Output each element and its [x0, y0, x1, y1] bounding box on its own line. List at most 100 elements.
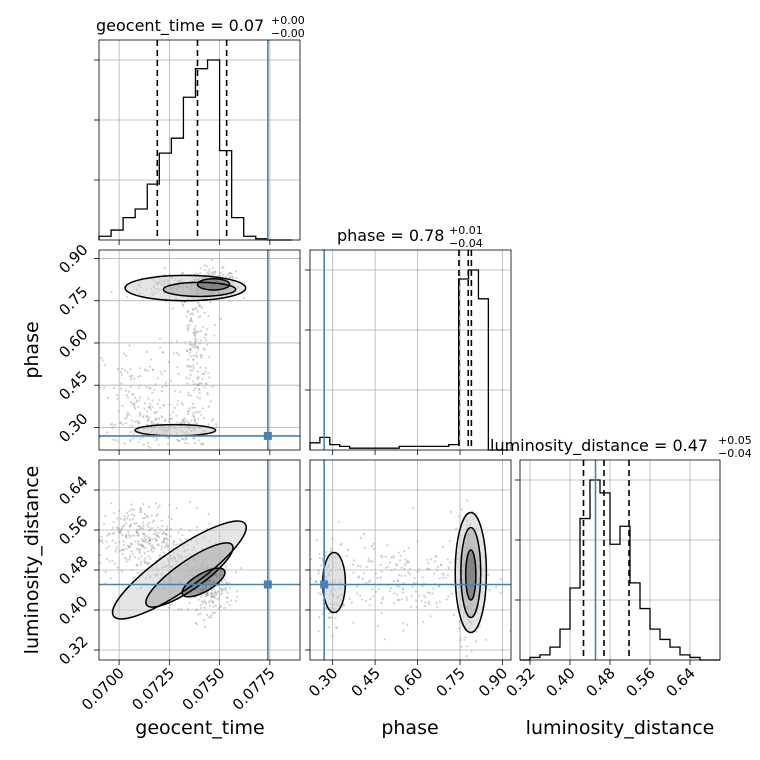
sample-point: [147, 555, 150, 558]
sample-point: [217, 597, 220, 600]
sample-point: [148, 386, 151, 389]
sample-point: [100, 356, 103, 360]
sample-point: [188, 407, 191, 410]
sample-point: [163, 532, 166, 535]
sample-point: [388, 561, 392, 564]
sample-point: [153, 537, 157, 540]
sample-point: [435, 601, 438, 605]
sample-point: [119, 371, 122, 374]
sample-point: [199, 315, 202, 318]
sample-point: [128, 525, 131, 528]
sample-point: [152, 546, 155, 549]
sample-point: [222, 266, 225, 269]
sample-point: [156, 544, 160, 547]
sample-point: [438, 577, 441, 580]
sample-point: [142, 545, 145, 549]
sample-point: [217, 607, 220, 610]
sample-point: [226, 601, 229, 604]
sample-point: [186, 442, 189, 445]
sample-point: [447, 595, 450, 598]
sample-point: [158, 417, 161, 420]
sample-point: [212, 594, 215, 597]
sample-point: [130, 401, 133, 404]
sample-point: [434, 560, 437, 563]
sample-point: [126, 371, 129, 374]
sample-point: [201, 325, 204, 328]
title-text: phase: [337, 226, 385, 245]
sample-point: [188, 421, 191, 424]
x-tick-label: 0.0750: [179, 664, 229, 714]
sample-point: [122, 540, 125, 543]
sample-point: [374, 572, 377, 575]
contour-line: [181, 567, 226, 598]
sample-point: [209, 301, 212, 304]
sample-point: [432, 587, 435, 590]
sample-point: [147, 505, 150, 508]
sample-point: [142, 532, 145, 535]
title-minus: −0.00: [271, 27, 305, 40]
sample-point: [368, 604, 371, 607]
sample-point: [107, 545, 110, 548]
sample-point: [410, 605, 413, 609]
sample-point: [458, 621, 461, 624]
sample-point: [198, 388, 201, 392]
sample-point: [330, 550, 333, 553]
sample-point: [209, 400, 212, 403]
sample-point: [103, 386, 106, 389]
sample-point: [131, 374, 134, 377]
sample-point: [392, 554, 395, 557]
sample-point: [124, 417, 127, 420]
sample-point: [458, 515, 461, 518]
sample-point: [106, 431, 109, 434]
title-plus: +0.01: [449, 224, 483, 237]
sample-point: [144, 538, 147, 541]
sample-point: [148, 536, 151, 539]
sample-point: [118, 510, 121, 513]
contour-line: [454, 511, 488, 634]
sample-point: [124, 535, 127, 538]
sample-point: [154, 502, 157, 505]
sample-point: [161, 532, 164, 536]
sample-point: [165, 528, 168, 532]
sample-point: [176, 399, 180, 402]
sample-point: [164, 381, 167, 384]
sample-point: [395, 563, 398, 566]
sample-point: [186, 349, 189, 352]
density-region: [322, 552, 346, 613]
sample-point: [447, 567, 451, 570]
sample-point: [204, 366, 207, 370]
sample-point: [189, 373, 192, 377]
sample-point: [158, 399, 161, 402]
sample-point: [448, 539, 451, 543]
sample-point: [121, 423, 124, 426]
sample-point: [310, 577, 312, 580]
sample-point: [459, 639, 462, 642]
sample-point: [181, 304, 184, 307]
sample-point: [379, 563, 382, 567]
sample-point: [200, 413, 203, 416]
sample-point: [204, 382, 207, 385]
sample-point: [215, 423, 218, 426]
sample-point: [205, 602, 208, 605]
sample-point: [128, 518, 131, 522]
sample-point: [426, 558, 429, 561]
sample-point: [380, 570, 383, 573]
sample-point: [449, 510, 452, 513]
sample-point: [156, 402, 159, 405]
sample-point: [148, 406, 151, 409]
sample-point: [139, 508, 142, 511]
sample-point: [433, 572, 436, 575]
sample-point: [131, 402, 134, 405]
sample-point: [147, 540, 151, 543]
panel-frames: [98, 39, 721, 661]
sample-point: [145, 561, 148, 565]
sample-point: [118, 531, 121, 534]
sample-point: [141, 539, 144, 543]
sample-point: [209, 593, 212, 596]
sample-point: [194, 386, 197, 389]
sample-point: [133, 431, 136, 434]
sample-point: [105, 540, 108, 543]
sample-point: [116, 397, 119, 400]
sample-point: [115, 526, 118, 529]
sample-point: [192, 332, 195, 335]
